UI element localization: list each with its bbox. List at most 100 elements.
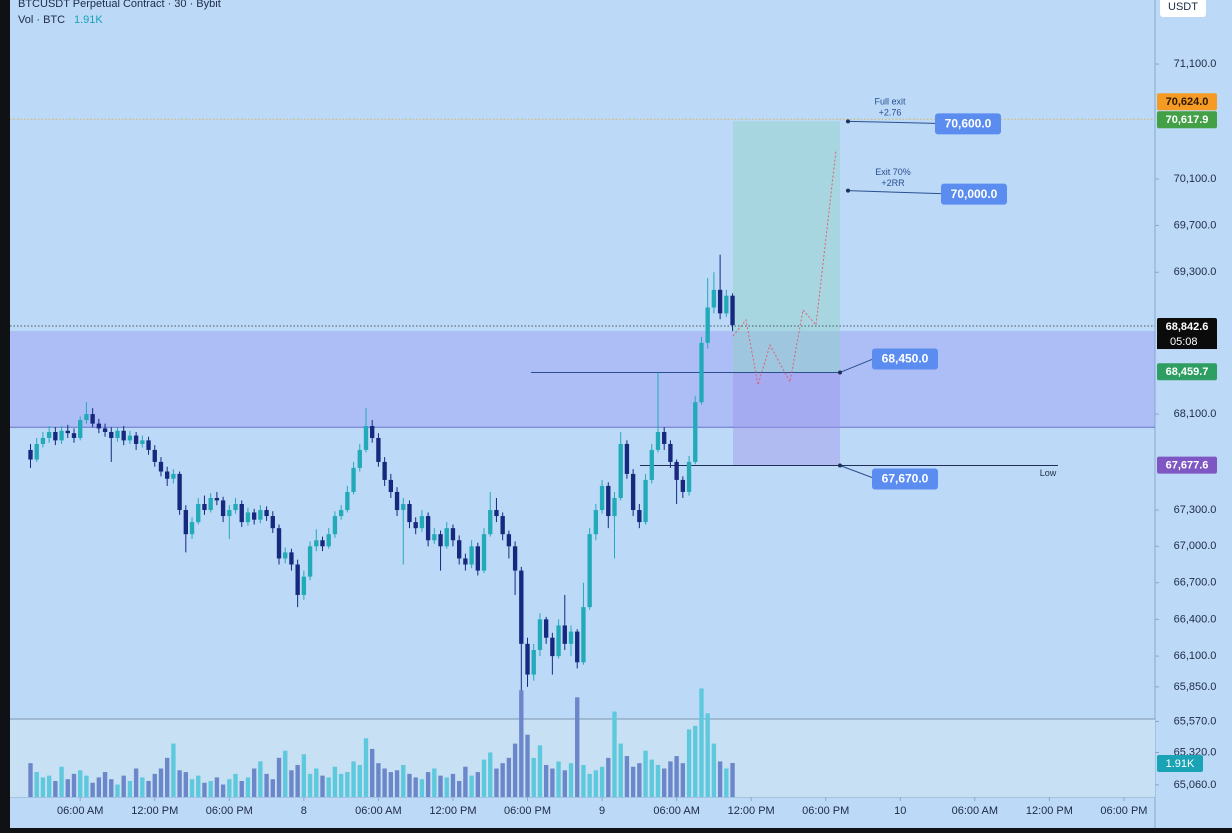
x-tick-label: 12:00 PM: [131, 805, 178, 817]
candle-body: [475, 546, 480, 571]
volume-bar: [40, 777, 46, 797]
candle-body: [680, 479, 686, 492]
currency: USDT: [1168, 1, 1198, 13]
y-tick-label: 71,100.0: [1174, 58, 1217, 70]
volume-bar: [587, 773, 592, 797]
candle-body: [133, 435, 139, 444]
x-tick-label: 06:00 AM: [952, 805, 998, 817]
candle-body: [245, 512, 251, 523]
price-label-box: [1157, 93, 1217, 111]
volume-bar: [96, 777, 102, 797]
candle-body: [512, 546, 518, 571]
volume-bar: [158, 768, 164, 797]
annotation-dot: [838, 370, 842, 375]
volume-bar: [699, 688, 704, 797]
candle-body: [152, 449, 157, 462]
candle-body: [196, 504, 201, 523]
candle-body: [699, 342, 704, 403]
volume-bar: [475, 772, 480, 797]
candle-body: [494, 510, 499, 517]
candle-body: [34, 443, 39, 460]
volume-bar: [140, 777, 145, 797]
volume-bar: [357, 764, 362, 797]
candle-body: [165, 471, 170, 479]
volume-bar: [730, 763, 735, 797]
candle-body: [276, 528, 282, 559]
candle-body: [717, 289, 723, 314]
price-label: 68,459.7: [1166, 366, 1209, 378]
x-tick-label: 12:00 PM: [728, 805, 775, 817]
volume-bar: [469, 775, 474, 797]
candle-body: [65, 430, 70, 434]
candle-body: [705, 307, 710, 343]
volume-bar: [655, 764, 661, 797]
candle-body: [326, 534, 331, 547]
candle-body: [376, 437, 381, 462]
volume-bar: [662, 768, 667, 797]
volume-bar: [432, 768, 437, 797]
candle-body: [407, 504, 412, 523]
volume-bar: [481, 759, 487, 797]
candle-body: [239, 504, 244, 523]
candle-body: [469, 546, 474, 565]
volume-bar: [382, 768, 387, 797]
x-tick-label: 10: [894, 805, 906, 817]
volume-bar: [525, 734, 530, 797]
position-note: +2RR: [881, 178, 905, 188]
candle-body: [550, 637, 555, 657]
candle-body: [220, 500, 226, 517]
volume-bar: [680, 763, 686, 797]
candle-body: [593, 510, 599, 535]
candle-body: [251, 512, 257, 520]
candle-body: [481, 534, 487, 571]
candle-body: [711, 289, 717, 308]
x-tick-label: 9: [599, 805, 605, 817]
candle-body: [258, 510, 263, 520]
volume-bar: [102, 772, 108, 797]
volume-bar: [543, 764, 549, 797]
y-tick-label: 66,700.0: [1174, 577, 1217, 589]
candle-body: [307, 546, 313, 577]
y-tick-label: 66,100.0: [1174, 650, 1217, 662]
volume-bar: [506, 757, 512, 797]
volume-bar: [686, 729, 692, 797]
volume-label-box: [1157, 755, 1203, 773]
annotation-dot: [846, 188, 850, 193]
volume-bar: [295, 764, 300, 797]
y-tick-label: 65,850.0: [1174, 681, 1217, 693]
volume-bar: [494, 768, 499, 797]
candle-body: [71, 433, 77, 438]
volume-bar: [674, 756, 679, 797]
candle-body: [363, 426, 369, 450]
volume-bar: [71, 773, 77, 797]
price-label-box: [1157, 456, 1217, 474]
candle-body: [438, 534, 443, 547]
candle-body: [233, 504, 238, 511]
volume-bar: [388, 772, 394, 797]
candle-body: [90, 414, 95, 424]
candle-body: [388, 479, 394, 492]
annotation-dot: [846, 119, 850, 124]
candle-body: [637, 510, 642, 523]
volume-bar: [724, 768, 729, 797]
volume-bar: [519, 690, 524, 797]
candle-body: [370, 426, 375, 438]
candle-body: [525, 643, 530, 675]
annotation-line: [839, 465, 873, 478]
countdown-box: [1157, 334, 1217, 350]
candle-body: [84, 414, 89, 421]
candle-body: [519, 570, 524, 644]
candle-body: [419, 516, 425, 529]
stop-area: [733, 372, 840, 466]
candle-body: [140, 440, 145, 444]
volume-bar: [575, 697, 580, 797]
candle-body: [488, 510, 493, 535]
position-label: 68,450.0: [882, 352, 929, 366]
volume-title: Vol · BTC: [18, 14, 65, 26]
candle-body: [121, 430, 126, 441]
volume-bar: [146, 780, 151, 797]
candle-body: [59, 430, 64, 441]
candle-body: [338, 510, 344, 517]
volume-bar: [512, 743, 518, 797]
candle-body: [270, 516, 275, 529]
